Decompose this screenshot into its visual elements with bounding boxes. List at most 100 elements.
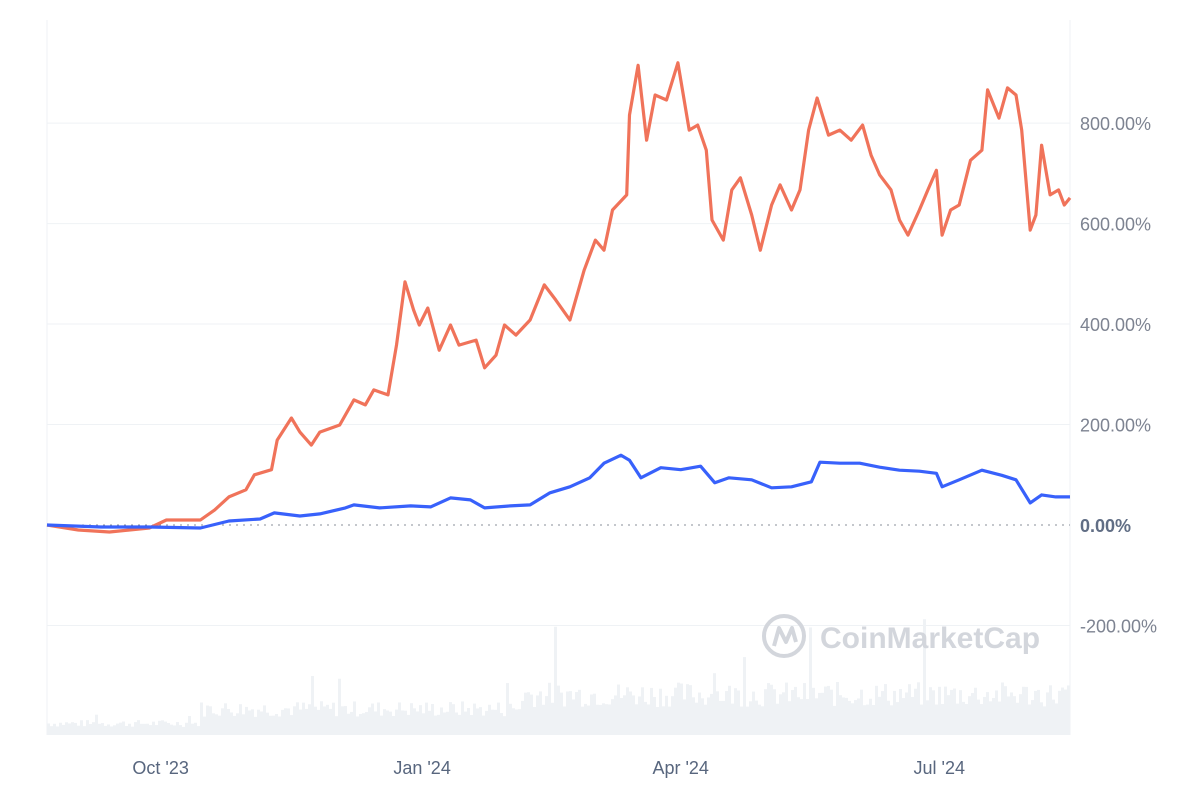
volume-bar [719, 700, 722, 735]
coinmarketcap-logo-mark [772, 626, 798, 647]
watermark-text: CoinMarketCap [820, 622, 1040, 655]
volume-bar [476, 708, 479, 735]
volume-bar [212, 713, 215, 735]
volume-bar [290, 715, 293, 735]
volume-bar [896, 702, 899, 735]
volume-bar [278, 716, 281, 735]
volume-bar [755, 700, 758, 735]
volume-bar [272, 715, 275, 735]
volume-bar [887, 700, 890, 735]
volume-bar [518, 709, 521, 735]
volume-bar [392, 716, 395, 735]
volume-bar [917, 682, 920, 735]
volume-bar [956, 703, 959, 735]
volume-bar [224, 703, 227, 735]
volume-bar [404, 710, 407, 735]
volume-bar [1019, 694, 1022, 735]
volume-bar [827, 685, 830, 735]
volume-bar [746, 706, 749, 735]
volume-bar [590, 694, 593, 735]
volume-bar [608, 704, 611, 735]
x-axis: Oct '23 Jan '24 Apr '24 Jul '24 [132, 758, 965, 778]
volume-bar [182, 726, 185, 735]
volume-bar [737, 690, 740, 735]
volume-bar [530, 694, 533, 735]
volume-bar [878, 696, 881, 735]
volume-bar [185, 722, 188, 735]
volume-bar [1022, 686, 1025, 735]
volume-bar [743, 657, 746, 735]
volume-bar [239, 704, 242, 735]
volume-bar [863, 705, 866, 735]
volume-bar [581, 706, 584, 735]
volume-bar [377, 702, 380, 735]
volume-bar [77, 725, 80, 735]
volume-bar [899, 689, 902, 735]
volume-bar [710, 693, 713, 735]
volume-bar [50, 726, 53, 735]
volume-bar [251, 709, 254, 735]
volume-bar [1016, 702, 1019, 735]
volume-bar [308, 704, 311, 735]
volume-bar [1031, 700, 1034, 735]
volume-bar [353, 701, 356, 735]
volume-bar [482, 715, 485, 735]
volume-bar [911, 697, 914, 735]
volume-bar [578, 689, 581, 735]
volume-bar [320, 701, 323, 735]
volume-bar [851, 703, 854, 735]
volume-bar [260, 711, 263, 735]
volume-bar [299, 709, 302, 735]
volume-bar [611, 699, 614, 735]
volume-bar [140, 723, 143, 735]
volume-bar [503, 716, 506, 735]
volume-bar [701, 698, 704, 735]
volume-bar [143, 723, 146, 735]
volume-bar [1058, 690, 1061, 735]
volume-bar [614, 695, 617, 735]
volume-bar [740, 706, 743, 735]
y-tick-label: 200.00% [1080, 416, 1151, 436]
volume-bar [461, 701, 464, 735]
volume-bar [989, 701, 992, 735]
volume-bar [194, 722, 197, 735]
volume-bar [569, 691, 572, 735]
volume-bar [116, 723, 119, 735]
volume-bar [902, 698, 905, 735]
volume-bar [464, 711, 467, 735]
volume-bar [788, 701, 791, 735]
volume-bar [386, 710, 389, 735]
volume-bar [380, 715, 383, 735]
volume-bar [674, 687, 677, 735]
volume-bar [179, 725, 182, 735]
volume-bar [635, 704, 638, 735]
volume-bar [800, 699, 803, 735]
volume-bar [527, 692, 530, 735]
volume-bar [782, 692, 785, 735]
volume-bar [80, 720, 83, 735]
volume-bar [599, 704, 602, 735]
volume-bar [131, 726, 134, 735]
volume-bar [512, 708, 515, 735]
volume-bar [647, 704, 650, 735]
volume-bar [119, 722, 122, 735]
volume-bar [875, 685, 878, 735]
volume-bar [974, 687, 977, 735]
volume-bar [344, 706, 347, 735]
volume-bar [362, 713, 365, 735]
volume-bar [269, 715, 272, 735]
volume-bar [920, 704, 923, 735]
volume-bar [431, 703, 434, 735]
volume-bar [383, 709, 386, 735]
volume-bar [554, 626, 557, 735]
volume-bar [83, 726, 86, 735]
volume-bar [509, 703, 512, 735]
volume-bar [986, 692, 989, 735]
volume-bar [167, 723, 170, 735]
volume-bar [68, 723, 71, 735]
volume-bar [395, 709, 398, 735]
volume-bar [107, 724, 110, 735]
volume-bar [257, 709, 260, 735]
volume-bar [95, 714, 98, 735]
